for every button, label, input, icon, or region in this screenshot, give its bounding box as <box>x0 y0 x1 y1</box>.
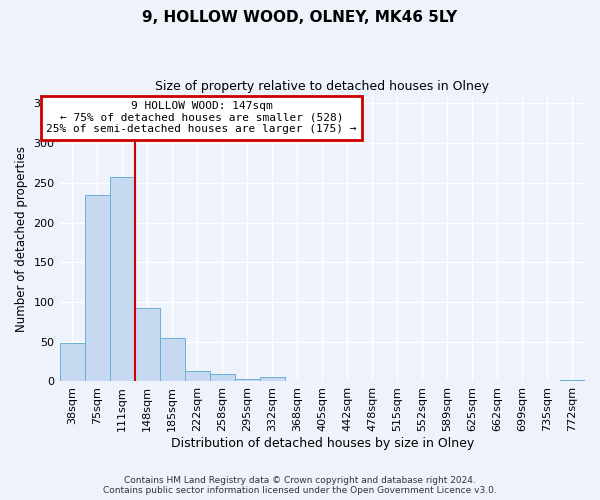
Text: Contains HM Land Registry data © Crown copyright and database right 2024.
Contai: Contains HM Land Registry data © Crown c… <box>103 476 497 495</box>
Text: 9, HOLLOW WOOD, OLNEY, MK46 5LY: 9, HOLLOW WOOD, OLNEY, MK46 5LY <box>142 10 458 25</box>
Y-axis label: Number of detached properties: Number of detached properties <box>15 146 28 332</box>
X-axis label: Distribution of detached houses by size in Olney: Distribution of detached houses by size … <box>170 437 474 450</box>
Bar <box>110 178 134 382</box>
Bar <box>59 344 85 382</box>
Bar <box>560 380 585 382</box>
Bar <box>160 338 185 382</box>
Bar <box>134 308 160 382</box>
Text: 9 HOLLOW WOOD: 147sqm
← 75% of detached houses are smaller (528)
25% of semi-det: 9 HOLLOW WOOD: 147sqm ← 75% of detached … <box>46 102 356 134</box>
Title: Size of property relative to detached houses in Olney: Size of property relative to detached ho… <box>155 80 489 93</box>
Bar <box>85 195 110 382</box>
Bar <box>235 379 260 382</box>
Bar <box>209 374 235 382</box>
Bar <box>185 371 209 382</box>
Bar <box>260 378 285 382</box>
